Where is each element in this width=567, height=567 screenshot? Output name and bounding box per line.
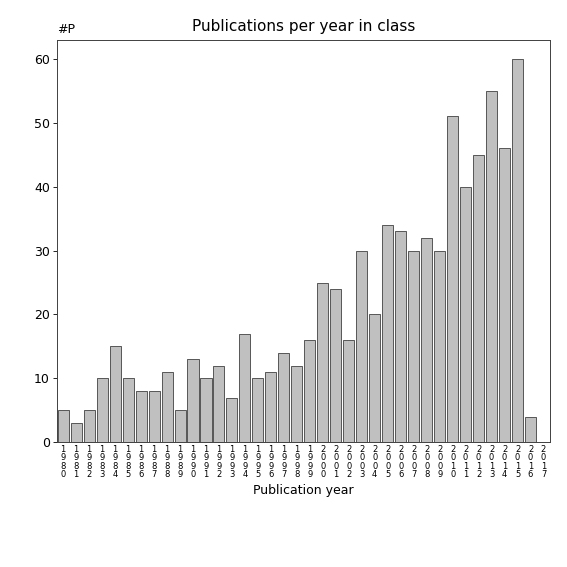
- X-axis label: Publication year: Publication year: [253, 484, 354, 497]
- Bar: [84, 411, 95, 442]
- Text: #P: #P: [57, 23, 75, 36]
- Bar: [304, 340, 315, 442]
- Bar: [213, 366, 225, 442]
- Bar: [201, 378, 211, 442]
- Bar: [499, 149, 510, 442]
- Bar: [239, 333, 251, 442]
- Bar: [331, 289, 341, 442]
- Bar: [369, 315, 380, 442]
- Bar: [175, 411, 185, 442]
- Bar: [252, 378, 264, 442]
- Bar: [395, 231, 406, 442]
- Bar: [96, 378, 108, 442]
- Bar: [109, 346, 121, 442]
- Bar: [188, 359, 198, 442]
- Bar: [421, 238, 432, 442]
- Title: Publications per year in class: Publications per year in class: [192, 19, 415, 35]
- Bar: [512, 59, 523, 442]
- Bar: [58, 411, 69, 442]
- Bar: [343, 340, 354, 442]
- Bar: [356, 251, 367, 442]
- Bar: [291, 366, 302, 442]
- Bar: [278, 353, 289, 442]
- Bar: [382, 225, 393, 442]
- Bar: [162, 372, 172, 442]
- Bar: [525, 417, 536, 442]
- Bar: [122, 378, 134, 442]
- Bar: [486, 91, 497, 442]
- Bar: [265, 372, 276, 442]
- Bar: [226, 397, 238, 442]
- Bar: [408, 251, 419, 442]
- Bar: [318, 282, 328, 442]
- Bar: [473, 155, 484, 442]
- Bar: [71, 423, 82, 442]
- Bar: [434, 251, 445, 442]
- Bar: [460, 187, 471, 442]
- Bar: [136, 391, 147, 442]
- Bar: [447, 116, 458, 442]
- Bar: [149, 391, 159, 442]
